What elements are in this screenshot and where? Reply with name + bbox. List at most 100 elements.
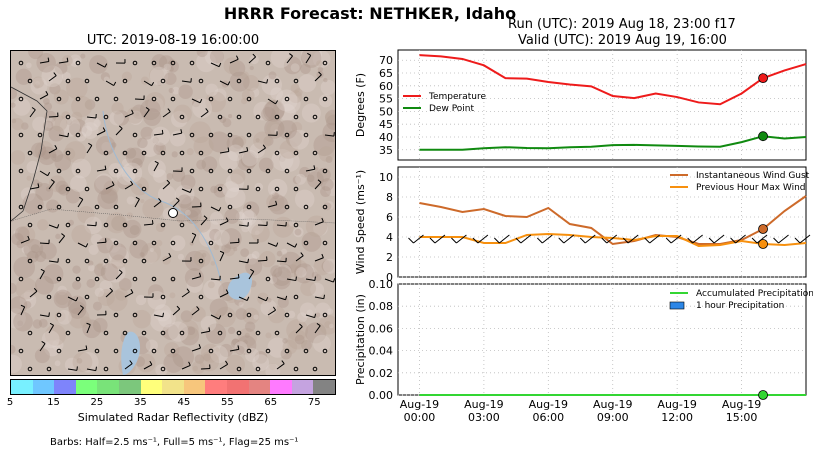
calm-wind-circle (208, 240, 214, 246)
terrain-shade (173, 104, 192, 124)
calm-wind-circle (141, 186, 147, 192)
terrain-shade (295, 267, 307, 278)
colorbar-tick-label: 35 (134, 397, 147, 408)
terrain-shade (236, 151, 257, 171)
wind-barb (248, 271, 255, 280)
terrain-shade (100, 263, 119, 282)
terrain-shade (54, 154, 71, 171)
wind-barb-flag (47, 57, 50, 62)
wind-barb-flag (314, 276, 316, 281)
wind-barb (124, 363, 133, 370)
wind-barb (314, 181, 322, 190)
terrain-shade (158, 309, 176, 328)
terrain-shade (294, 263, 315, 284)
calm-wind-circle (312, 114, 318, 120)
wind-barb-flag (162, 312, 164, 317)
terrain-shade (149, 66, 169, 86)
wind-barb-flag (111, 181, 115, 186)
wind-barb (238, 224, 248, 227)
terrain-shade (166, 173, 174, 180)
wind-barb-shaft (434, 234, 446, 244)
terrain-shade (125, 147, 137, 159)
wind-barb-flag (307, 52, 311, 56)
y-tick-label: 55 (379, 93, 393, 106)
calm-wind-circle (189, 60, 195, 66)
wind-barb-flag (118, 125, 123, 129)
wind-barb-flag (135, 196, 140, 200)
wind-barb-flag (151, 81, 155, 86)
calm-wind-circle (236, 114, 242, 120)
terrain-shade (50, 149, 64, 163)
wind-barb-flag (48, 312, 50, 317)
calm-wind-circle (37, 132, 43, 138)
calm-wind-circle (170, 240, 176, 246)
y-tick-label: 0.06 (369, 322, 394, 335)
y-tick-label: 0.02 (369, 367, 394, 380)
terrain-shade (140, 198, 145, 204)
terrain-shade (268, 71, 277, 80)
terrain-shade (135, 112, 140, 117)
wind-barb (267, 98, 276, 105)
colorbar-swatch (291, 380, 314, 394)
terrain-shade (61, 111, 71, 121)
calm-wind-circle (303, 348, 309, 354)
terrain-shade (126, 106, 144, 124)
terrain-shade (77, 206, 95, 224)
calm-wind-circle (293, 78, 299, 84)
terrain-shade (300, 280, 317, 297)
terrain-shade (61, 71, 71, 81)
wind-barb (134, 198, 140, 208)
wind-barb-feather (773, 237, 779, 244)
terrain-shade (269, 275, 278, 284)
terrain-shade (306, 174, 315, 183)
terrain-shade (306, 309, 313, 316)
colorbar-tick-label: 25 (90, 397, 104, 408)
wind-barb-flag (300, 252, 304, 256)
colorbar-swatch (118, 380, 141, 394)
wind-barb-flag (218, 207, 222, 212)
wind-barb-flag (20, 304, 25, 308)
terrain-shade (253, 131, 272, 150)
y-tick-label: 8 (386, 191, 393, 204)
wind-barb-flag (236, 55, 239, 60)
wind-barb-flag (314, 313, 317, 318)
barb-legend-note: Barbs: Half=2.5 ms⁻¹, Full=5 ms⁻¹, Flag=… (50, 437, 299, 448)
terrain-shade (69, 54, 82, 67)
wind-barb-flag (218, 315, 222, 320)
calm-wind-circle (75, 276, 81, 282)
terrain-shade (13, 230, 18, 235)
wind-barb-feather (687, 237, 693, 244)
terrain-shade (313, 134, 335, 157)
terrain-shade (163, 352, 184, 373)
wind-barb-shaft (542, 234, 553, 244)
terrain-shade (162, 323, 179, 341)
wind-barb-feather (579, 237, 586, 244)
terrain-shade (108, 163, 123, 178)
wind-barb (96, 241, 107, 244)
legend-label: 1 hour Precipitation (696, 301, 784, 311)
wind-barb-feather (622, 237, 629, 244)
terrain-shade (59, 116, 81, 137)
colorbar-tick-label: 75 (307, 397, 321, 408)
wind-barb (143, 364, 153, 370)
terrain-shade (224, 208, 240, 224)
map-time-label: UTC: 2019-08-19 16:00:00 (86, 33, 260, 48)
calm-wind-circle (274, 186, 280, 192)
terrain-shade (171, 151, 178, 158)
wind-barb-shaft (413, 234, 424, 244)
terrain-shade (311, 271, 319, 279)
terrain-shade (26, 175, 32, 181)
terrain-shade (318, 146, 335, 162)
terrain-shade (68, 301, 87, 319)
terrain-shade (55, 291, 69, 306)
terrain-shade (11, 88, 18, 100)
calm-wind-circle (151, 96, 157, 102)
y-tick-label: 4 (386, 231, 393, 244)
terrain-shade (215, 306, 236, 328)
series-line (419, 135, 807, 151)
terrain-shade (109, 243, 127, 261)
calm-wind-circle (151, 348, 157, 354)
terrain-shade (263, 135, 274, 147)
wind-barb (210, 278, 221, 281)
terrain-shade (163, 63, 172, 72)
